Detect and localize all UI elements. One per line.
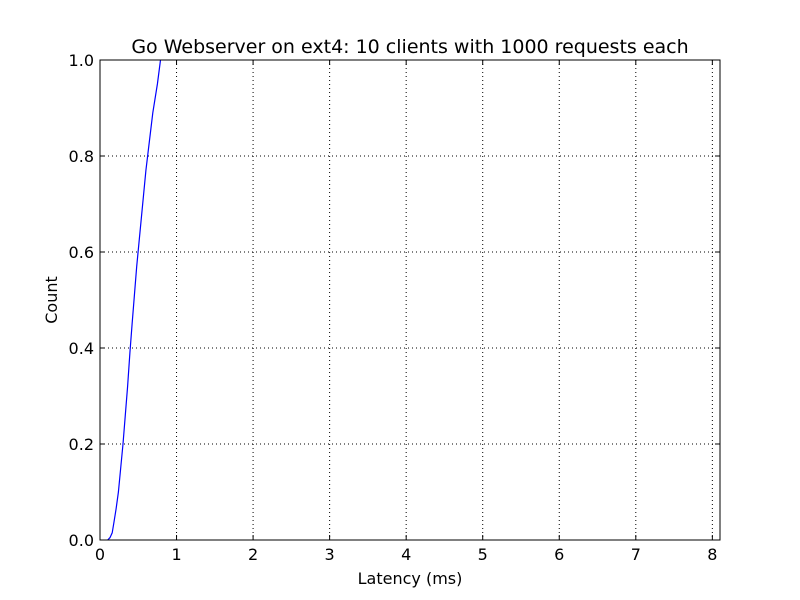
x-tick-label: 5: [478, 545, 488, 564]
y-tick-label: 0.6: [69, 243, 94, 262]
x-tick-label: 3: [325, 545, 335, 564]
x-tick-label: 7: [631, 545, 641, 564]
series-line: [107, 59, 162, 541]
y-tick-label: 1.0: [69, 51, 94, 70]
x-tick-label: 1: [171, 545, 181, 564]
y-axis-label: Count: [42, 276, 61, 324]
y-tick-label: 0.8: [69, 147, 94, 166]
x-tick-label: 2: [248, 545, 258, 564]
x-tick-label: 4: [401, 545, 411, 564]
series-layer: [107, 59, 162, 541]
axis-ticks: 0 1 2 3 4 5 6 7 8 0.0 0.2 0.4 0.6 0.8 1.0: [69, 51, 720, 564]
y-tick-label: 0.0: [69, 531, 94, 550]
y-tick-label: 0.4: [69, 339, 94, 358]
x-tick-label: 8: [707, 545, 717, 564]
x-tick-label: 6: [554, 545, 564, 564]
x-tick-label: 0: [95, 545, 105, 564]
y-tick-label: 0.2: [69, 435, 94, 454]
x-axis-label: Latency (ms): [358, 569, 463, 588]
chart-title: Go Webserver on ext4: 10 clients with 10…: [131, 36, 688, 58]
plot-area-frame: [99, 59, 721, 541]
